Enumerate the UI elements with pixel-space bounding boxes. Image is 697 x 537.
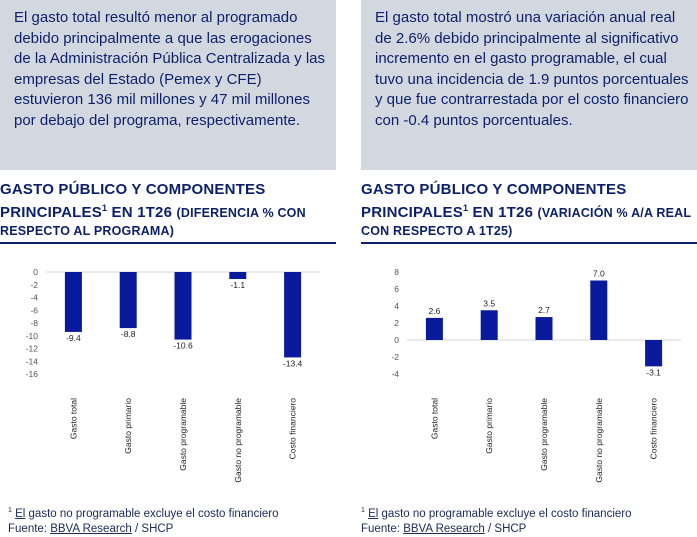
category-label: Costo financiero <box>649 398 659 460</box>
data-label: -9.4 <box>66 333 81 343</box>
summary-text: El gasto total mostró una variación anua… <box>361 0 697 170</box>
category-label: Gasto programable <box>539 398 549 471</box>
left-panel: El gasto total resultó menor al programa… <box>0 0 336 506</box>
y-tick-label: -14 <box>26 356 39 366</box>
data-label: 2.6 <box>428 306 440 316</box>
y-tick-label: 6 <box>394 284 399 294</box>
source-rest: / SHCP <box>131 522 174 535</box>
data-label: -1.1 <box>230 280 245 290</box>
source-label: Fuente: <box>8 522 51 535</box>
chart-difference-vs-program: 0 -2 -4 -6 -8 -10 -12 -14 -16 -9.4 Gasto total -8.8… <box>26 267 320 483</box>
chart-title: GASTO PÚBLICO Y COMPONENTES PRINCIPALES1… <box>0 181 336 240</box>
title-rule <box>0 242 336 244</box>
right-panel: El gasto total mostró una variación anua… <box>361 0 697 506</box>
category-label: Gasto no programable <box>233 398 243 483</box>
y-tick-label: 8 <box>394 267 399 277</box>
data-label: -10.6 <box>173 341 193 351</box>
source-org: BBVA Research <box>50 522 132 535</box>
bar <box>174 272 192 340</box>
bar <box>284 272 302 358</box>
title-period: EN 1T26 <box>107 204 177 221</box>
y-tick-label: 4 <box>394 301 399 311</box>
category-label: Gasto primario <box>484 398 494 454</box>
y-tick-label: -16 <box>26 369 39 379</box>
y-tick-label: 0 <box>394 335 399 345</box>
y-tick-label: -10 <box>26 331 39 341</box>
bar <box>64 272 82 332</box>
title-main: GASTO PÚBLICO Y COMPONENTES PRINCIPALES <box>361 181 627 221</box>
footnote-word: El <box>368 507 379 520</box>
title-footnote-mark: 1 <box>462 203 469 213</box>
right-footer: 1 El gasto no programable excluye el cos… <box>361 503 632 537</box>
bar <box>480 310 498 340</box>
footnote-mark: 1 <box>8 507 12 514</box>
summary-text: El gasto total resultó menor al programa… <box>0 0 336 170</box>
source-label: Fuente: <box>361 522 404 535</box>
data-label: 7.0 <box>593 269 605 279</box>
category-label: Gasto programable <box>178 398 188 471</box>
source: Fuente: BBVA Research / SHCP <box>8 522 279 537</box>
y-tick-label: -12 <box>26 344 39 354</box>
data-label: -3.1 <box>646 367 661 377</box>
bar <box>645 340 663 367</box>
bar <box>535 317 553 340</box>
title-period: EN 1T26 <box>468 204 538 221</box>
y-tick-label: -6 <box>30 305 38 315</box>
source-org: BBVA Research <box>403 522 485 535</box>
footnote-word: El <box>15 507 26 520</box>
title-footnote-mark: 1 <box>101 203 108 213</box>
category-label: Gasto primario <box>123 398 133 454</box>
bar <box>590 280 608 340</box>
source-rest: / SHCP <box>484 522 527 535</box>
footnote-mark: 1 <box>361 507 365 514</box>
y-tick-label: 0 <box>33 267 38 277</box>
data-label: 2.7 <box>538 305 550 315</box>
source: Fuente: BBVA Research / SHCP <box>361 522 632 537</box>
title-subtitle: (VARIACIÓN % A/A REAL CON RESPECTO A 1T2… <box>361 206 692 238</box>
title-rule <box>361 242 697 244</box>
bar <box>425 317 443 340</box>
footnote: 1 El gasto no programable excluye el cos… <box>8 503 279 522</box>
category-label: Gasto total <box>68 398 78 439</box>
y-tick-label: -2 <box>391 352 399 362</box>
category-label: Gasto total <box>429 398 439 439</box>
y-tick-label: -4 <box>30 293 38 303</box>
left-footer: 1 El gasto no programable excluye el cos… <box>8 503 279 537</box>
y-tick-label: -8 <box>30 318 38 328</box>
bar <box>229 272 247 280</box>
footnote-text: gasto no programable excluye el costo fi… <box>378 507 632 520</box>
title-subtitle: (DIFERENCIA % CON RESPECTO AL PROGRAMA) <box>0 206 306 238</box>
data-label: -13.4 <box>283 358 303 368</box>
data-label: -8.8 <box>121 329 136 339</box>
data-label: 3.5 <box>483 298 495 308</box>
chart-title: GASTO PÚBLICO Y COMPONENTES PRINCIPALES1… <box>361 181 697 240</box>
footnote: 1 El gasto no programable excluye el cos… <box>361 503 632 522</box>
chart-annual-real-variation: 8 6 4 2 0 -2 -4 2.6 Gasto total 3.5 Gasto primario… <box>391 267 681 483</box>
category-label: Gasto no programable <box>594 398 604 483</box>
title-main: GASTO PÚBLICO Y COMPONENTES PRINCIPALES <box>0 181 266 221</box>
y-tick-label: 2 <box>394 318 399 328</box>
bar <box>119 272 137 329</box>
y-tick-label: -2 <box>30 280 38 290</box>
category-label: Costo financiero <box>288 398 298 460</box>
footnote-text: gasto no programable excluye el costo fi… <box>25 507 279 520</box>
y-tick-label: -4 <box>391 369 399 379</box>
